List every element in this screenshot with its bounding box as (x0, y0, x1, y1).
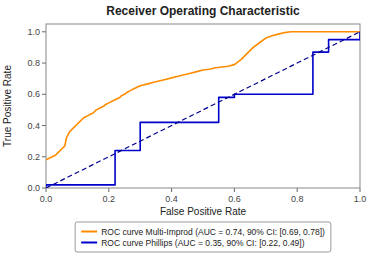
legend-swatch (81, 242, 97, 244)
y-axis-label: True Positive Rate (2, 65, 13, 147)
reference-line (46, 32, 360, 188)
x-tick (297, 188, 298, 192)
series-line (46, 32, 360, 188)
legend-label: ROC curve Phillips (AUC = 0.35, 90% CI: … (101, 238, 305, 248)
series-line (46, 32, 360, 160)
x-tick (234, 188, 235, 192)
y-tick (42, 125, 46, 126)
x-tick-label: 0.4 (165, 194, 178, 204)
chart: Receiver Operating Characteristic0.00.20… (0, 0, 370, 256)
x-tick-label: 1.0 (354, 194, 367, 204)
x-tick (360, 188, 361, 192)
x-tick-label: 0.2 (103, 194, 116, 204)
y-tick (42, 31, 46, 32)
y-tick-label: 1.0 (27, 27, 40, 37)
legend-label: ROC curve Multi-Improd (AUC = 0.74, 90% … (101, 227, 325, 237)
y-tick-label: 0.8 (27, 58, 40, 68)
series-group (46, 32, 360, 188)
x-tick-label: 0.0 (40, 194, 53, 204)
y-tick-label: 0.2 (27, 152, 40, 162)
y-tick (42, 94, 46, 95)
y-tick (42, 63, 46, 64)
x-tick (171, 188, 172, 192)
x-tick-label: 0.8 (291, 194, 304, 204)
x-tick-label: 0.6 (228, 194, 241, 204)
y-tick (42, 156, 46, 157)
y-tick-label: 0.0 (27, 183, 40, 193)
x-tick (46, 188, 47, 192)
y-tick (42, 188, 46, 189)
axes: 0.0 0.2 0.4 0.6 0.8 1.0 0.0 0.2 0.4 0.6 0.8 1.0 (27, 24, 366, 204)
legend-swatch (81, 231, 97, 233)
legend-box (75, 222, 331, 252)
x-tick (108, 188, 109, 192)
x-axis-label: False Positive Rate (160, 206, 247, 217)
plot-frame (46, 24, 360, 188)
title: Receiver Operating Characteristic (106, 4, 300, 18)
legend: ROC curve Multi-Improd (AUC = 0.74, 90% … (75, 222, 331, 252)
y-tick-label: 0.4 (27, 121, 40, 131)
y-tick-label: 0.6 (27, 89, 40, 99)
